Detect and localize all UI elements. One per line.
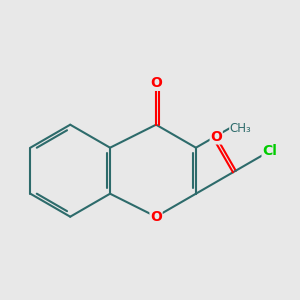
- Text: O: O: [150, 76, 162, 90]
- Text: CH₃: CH₃: [230, 122, 251, 135]
- Text: O: O: [210, 130, 222, 144]
- Text: Cl: Cl: [262, 144, 277, 158]
- Text: O: O: [150, 210, 162, 224]
